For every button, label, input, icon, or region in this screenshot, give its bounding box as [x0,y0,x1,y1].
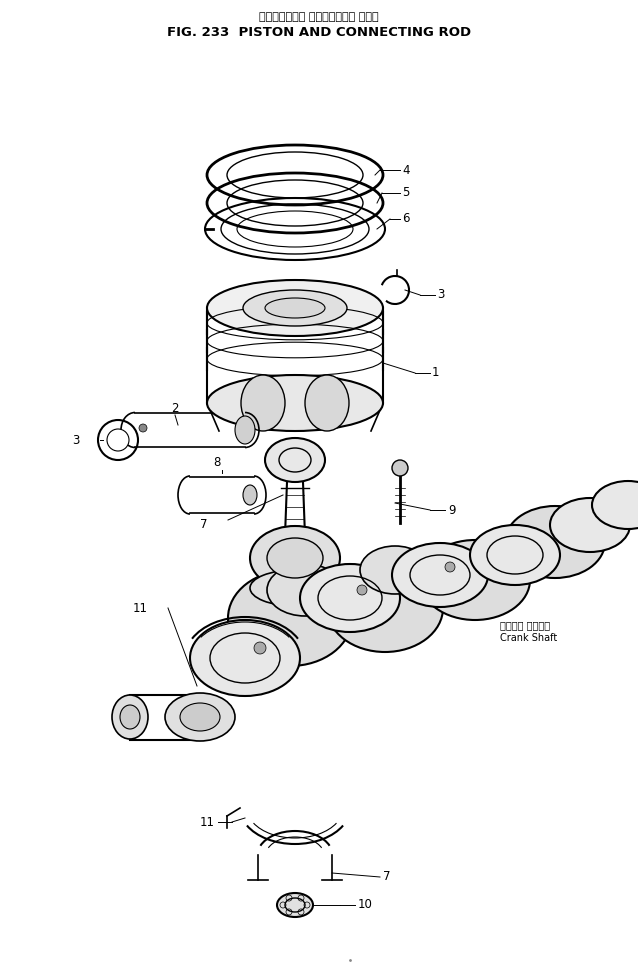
Text: 3: 3 [437,289,445,302]
Ellipse shape [592,481,638,529]
Ellipse shape [470,525,560,585]
Ellipse shape [360,546,430,594]
Ellipse shape [392,460,408,476]
Ellipse shape [420,540,530,620]
Text: 7: 7 [383,871,390,883]
Text: 5: 5 [402,186,410,199]
Ellipse shape [250,526,340,590]
Text: FIG. 233  PISTON AND CONNECTING ROD: FIG. 233 PISTON AND CONNECTING ROD [167,26,471,39]
Text: ピストンおよび コネクティング ロッド: ピストンおよび コネクティング ロッド [259,12,379,22]
Text: 2: 2 [171,401,179,415]
Ellipse shape [267,564,343,616]
Ellipse shape [265,438,325,482]
Ellipse shape [235,416,255,444]
Ellipse shape [250,570,340,606]
Text: 1: 1 [432,367,440,380]
Ellipse shape [445,562,455,572]
Ellipse shape [241,375,285,431]
Ellipse shape [207,280,383,336]
Ellipse shape [300,564,400,632]
Ellipse shape [112,695,148,739]
Text: 4: 4 [402,164,410,177]
Ellipse shape [265,298,325,318]
Ellipse shape [180,703,220,731]
Ellipse shape [165,693,235,741]
Ellipse shape [267,538,323,578]
Ellipse shape [243,485,257,505]
Ellipse shape [243,290,347,326]
Ellipse shape [190,620,300,696]
Ellipse shape [107,429,129,451]
Ellipse shape [254,642,266,654]
Text: 11: 11 [133,601,148,615]
Ellipse shape [392,543,488,607]
Ellipse shape [228,570,352,666]
Text: 10: 10 [358,899,373,912]
Ellipse shape [120,705,140,729]
Ellipse shape [357,585,367,595]
Ellipse shape [505,506,605,578]
Ellipse shape [327,564,443,652]
Ellipse shape [550,498,630,552]
Ellipse shape [207,375,383,431]
Ellipse shape [277,893,313,917]
Ellipse shape [305,375,349,431]
Text: 3: 3 [73,433,80,446]
Text: 11: 11 [200,816,215,829]
Text: クランク シャフト: クランク シャフト [500,620,550,630]
Ellipse shape [139,424,147,432]
Text: 6: 6 [402,213,410,225]
Text: Crank Shaft: Crank Shaft [500,633,557,643]
Text: 7: 7 [200,517,207,531]
Text: 9: 9 [448,504,456,516]
Text: 8: 8 [213,456,221,468]
